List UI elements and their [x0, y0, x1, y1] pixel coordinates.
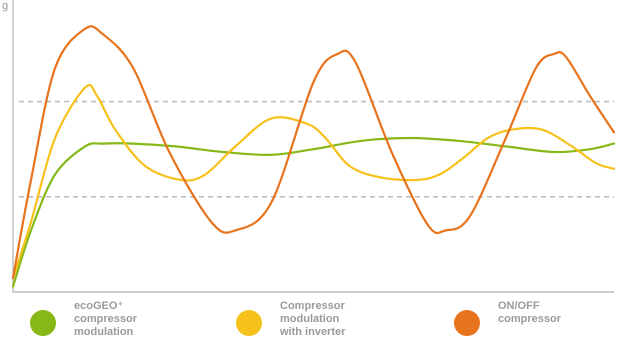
legend-item-inverter: Compressor modulation with inverter [236, 300, 390, 339]
chart-axes: g [2, 0, 614, 293]
legend-item-onoff: ON/OFF compressor [454, 300, 608, 336]
line-chart: g [2, 0, 616, 293]
series-layer [11, 25, 616, 288]
reference-lines [19, 100, 614, 198]
legend-label-onoff: ON/OFF compressor [498, 300, 561, 325]
series-line-inverter [11, 83, 616, 280]
legend-item-ecogeo: ecoGEO⁺ compressor modulation [30, 300, 184, 339]
series-line-ecogeo [11, 136, 616, 288]
series-line-onoff [11, 25, 616, 280]
legend-label-ecogeo: ecoGEO⁺ compressor modulation [74, 300, 137, 338]
legend-swatch-orange [454, 310, 480, 336]
legend-swatch-green [30, 310, 56, 336]
chart-legend: ecoGEO⁺ compressor modulation Compressor… [0, 300, 619, 350]
legend-label-inverter: Compressor modulation with inverter [280, 300, 346, 338]
y-tick-label: g [2, 0, 8, 12]
legend-swatch-yellow [236, 310, 262, 336]
